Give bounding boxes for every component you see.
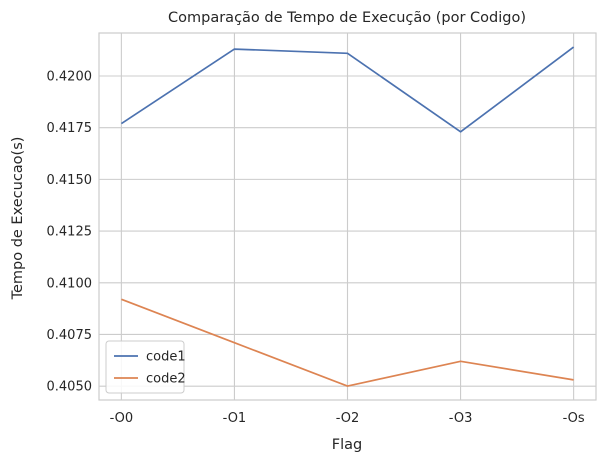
x-tick-label: -O2 xyxy=(336,411,360,426)
y-tick-label: 0.4100 xyxy=(47,276,93,291)
tick-labels: 0.4050 0.4075 0.4100 0.4125 0.4150 0.4175 0.42… xyxy=(47,70,585,426)
x-axis-label: Flag xyxy=(332,437,362,453)
x-tick-label: -O1 xyxy=(223,411,247,426)
y-tick-label: 0.4125 xyxy=(47,225,93,240)
y-tick-label: 0.4075 xyxy=(47,328,93,343)
series-line-code1 xyxy=(120,46,575,133)
plot-area-frame xyxy=(98,32,597,401)
y-tick-label: 0.4200 xyxy=(47,70,93,85)
legend-label-code1: code1 xyxy=(146,350,186,365)
grid-lines xyxy=(99,33,596,400)
x-tick-label: -Os xyxy=(563,411,585,426)
x-tick-label: -O3 xyxy=(449,411,473,426)
y-tick-label: 0.4150 xyxy=(47,173,93,188)
y-axis-label: Tempo de Execucao(s) xyxy=(10,137,26,301)
legend-box xyxy=(105,340,185,394)
series-lines xyxy=(120,46,575,387)
legend-label-code2: code2 xyxy=(146,372,186,387)
legend: code1 code2 xyxy=(105,340,186,394)
y-tick-label: 0.4050 xyxy=(47,380,93,395)
y-tick-label: 0.4175 xyxy=(47,121,93,136)
chart-title: Comparação de Tempo de Execução (por Cod… xyxy=(168,10,526,26)
x-tick-label: -O0 xyxy=(110,411,134,426)
series-line-code2 xyxy=(121,298,574,387)
